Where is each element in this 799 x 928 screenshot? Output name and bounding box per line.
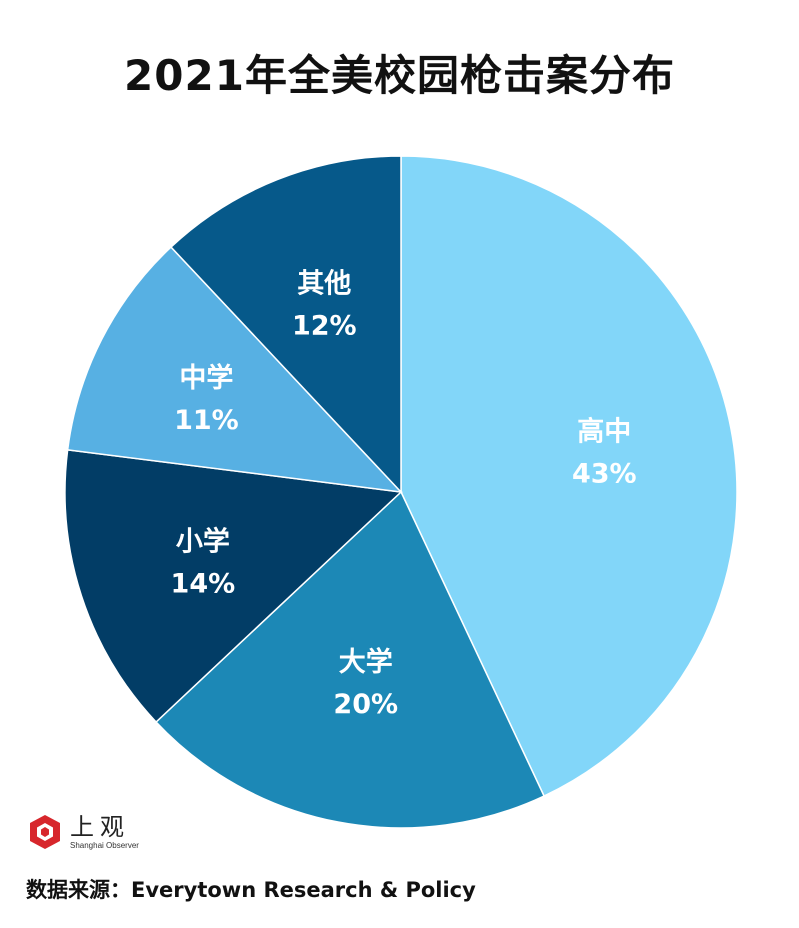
pie-slice-3 <box>66 246 403 494</box>
slice-value-0: 43% <box>572 459 637 490</box>
data-source: 数据来源：Everytown Research & Policy <box>26 878 476 902</box>
shanghai-observer-logo: 上观 Shanghai Observer <box>26 812 139 852</box>
slice-value-1: 20% <box>333 689 398 720</box>
pie-slice-2 <box>64 449 403 724</box>
slice-value-2: 14% <box>171 568 236 599</box>
logo-icon <box>30 815 60 849</box>
slice-label-3: 中学 <box>179 362 233 394</box>
slice-label-4: 其他 <box>297 268 351 299</box>
slice-value-4: 12% <box>292 310 357 341</box>
pie-slice-0 <box>400 155 738 798</box>
slice-value-3: 11% <box>174 405 239 436</box>
logo-english-text: Shanghai Observer <box>70 840 139 850</box>
chart-title: 2021年全美校园枪击案分布 <box>124 51 675 100</box>
slice-label-1: 大学 <box>339 646 393 678</box>
pie-slice-1 <box>155 490 546 829</box>
slice-label-2: 小学 <box>176 525 230 557</box>
pie-slice-4 <box>169 155 402 494</box>
slice-label-0: 高中 <box>577 416 631 448</box>
logo-chinese-text: 上观 <box>70 812 130 841</box>
